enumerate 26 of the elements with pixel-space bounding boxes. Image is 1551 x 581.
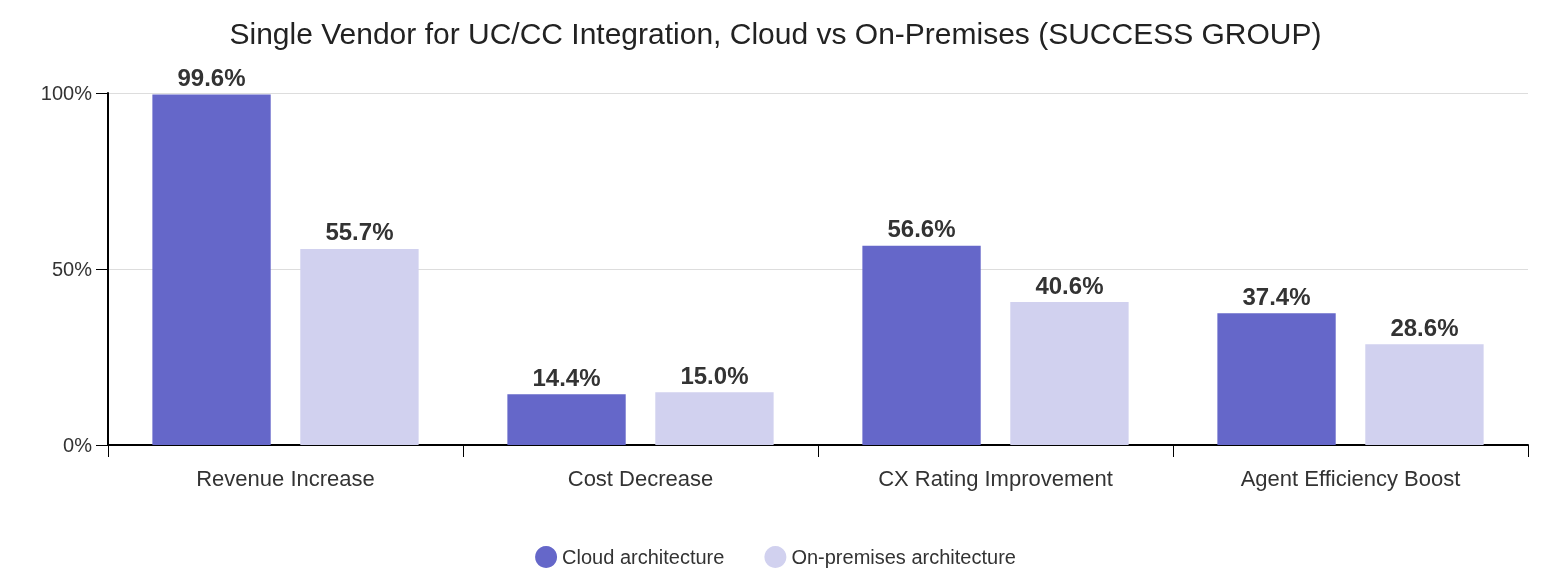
data-label: 28.6% (1390, 313, 1459, 341)
x-tick-label: Cost Decrease (567, 465, 714, 491)
y-tick-label: 100% (40, 82, 93, 104)
bar (300, 248, 419, 445)
data-label: 56.6% (887, 215, 956, 243)
data-label: 37.4% (1242, 282, 1311, 310)
x-tick-label: Revenue Increase (196, 465, 375, 491)
legend-label: On-premises architecture (791, 546, 1016, 568)
bar (152, 94, 271, 445)
legend-label: Cloud architecture (562, 546, 725, 568)
y-tick-label: 0% (63, 434, 93, 456)
x-tick-label: Agent Efficiency Boost (1240, 465, 1461, 491)
data-label: 40.6% (1035, 271, 1104, 299)
data-label: 99.6% (177, 63, 246, 91)
bar (1365, 344, 1484, 445)
y-tick-label: 50% (51, 258, 93, 280)
bar (507, 394, 626, 445)
bar (862, 245, 981, 445)
data-label: 14.4% (532, 363, 601, 391)
bar (1217, 313, 1336, 445)
x-tick-label: CX Rating Improvement (878, 465, 1113, 491)
chart-title: Single Vendor for UC/CC Integration, Cloud vs On-Premises (SUCCESS GROUP) (229, 16, 1322, 50)
bar (655, 392, 774, 445)
data-label: 15.0% (680, 361, 749, 389)
bar (1010, 302, 1129, 445)
data-label: 55.7% (325, 218, 394, 246)
